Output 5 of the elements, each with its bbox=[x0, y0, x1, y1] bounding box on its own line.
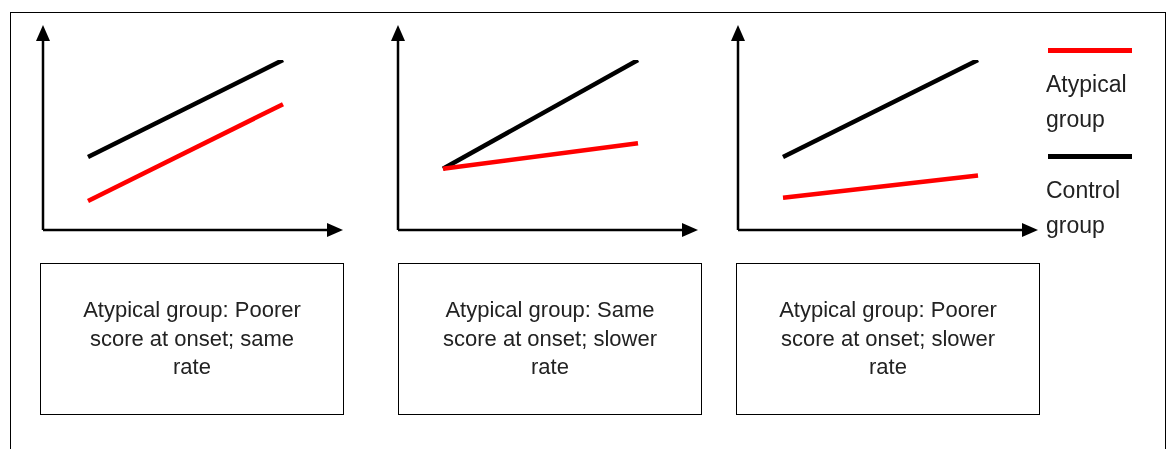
legend-label: Control group bbox=[1045, 176, 1122, 240]
text: Atypical group: Same score at onset; slower rate bbox=[398, 263, 702, 415]
legend-label: Atypical group bbox=[1045, 70, 1128, 134]
text: Atypical group: Poorer score at onset; same rate bbox=[40, 263, 344, 415]
text: Atypical group: Poorer score at onset; slower rate bbox=[736, 263, 1040, 415]
